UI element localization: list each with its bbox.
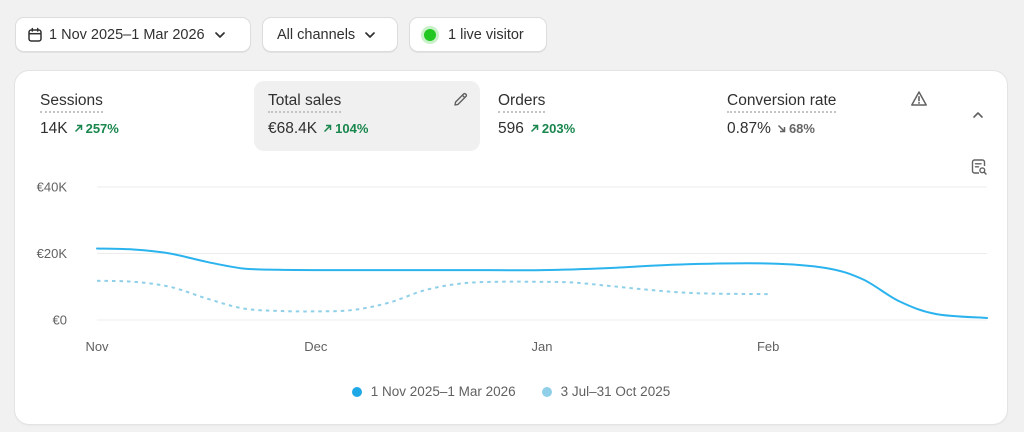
- chevron-down-icon: [214, 31, 225, 38]
- live-visitor-button[interactable]: 1 live visitor: [409, 17, 547, 52]
- metric-value: 14K: [40, 120, 68, 137]
- metric-change-value: 203%: [541, 121, 576, 136]
- total-sales-chart: €0 €20K €40K Nov Dec Jan Feb: [37, 180, 988, 354]
- series-line-previous: [96, 279, 769, 313]
- metric-orders[interactable]: Orders 596 203%: [484, 81, 709, 151]
- x-tick-label: Feb: [757, 339, 779, 354]
- live-visitor-label: 1 live visitor: [448, 26, 524, 43]
- date-range-label: 1 Nov 2025–1 Mar 2026: [49, 26, 205, 43]
- y-tick-label: €0: [53, 313, 67, 328]
- chevron-up-icon[interactable]: [969, 106, 987, 124]
- metric-value: 596: [498, 120, 524, 137]
- analytics-card: Sessions 14K 257% Total sales €68.4K 104…: [15, 71, 1007, 424]
- x-tick-label: Jan: [532, 339, 553, 354]
- legend-item-previous: 3 Jul–31 Oct 2025: [541, 384, 671, 399]
- metric-change: 257%: [74, 121, 119, 136]
- channels-label: All channels: [277, 26, 356, 43]
- legend-label: 3 Jul–31 Oct 2025: [560, 384, 671, 399]
- metric-total-sales[interactable]: Total sales €68.4K 104%: [254, 81, 480, 151]
- metric-change-value: 257%: [85, 121, 119, 136]
- metric-change-value: 104%: [335, 121, 369, 136]
- series-line-current: [96, 247, 988, 319]
- legend-label: 1 Nov 2025–1 Mar 2026: [370, 384, 516, 399]
- metric-value: 0.87%: [727, 120, 771, 137]
- metric-change: 203%: [530, 121, 575, 136]
- date-range-picker[interactable]: 1 Nov 2025–1 Mar 2026: [15, 17, 251, 52]
- chart-legend: 1 Nov 2025–1 Mar 2026 3 Jul–31 Oct 2025: [15, 384, 1007, 399]
- arrow-up-right-icon: [324, 124, 332, 133]
- chevron-down-icon: [365, 31, 376, 38]
- y-tick-label: €20K: [37, 246, 68, 261]
- metric-label: Sessions: [40, 92, 103, 113]
- pencil-icon[interactable]: [450, 89, 470, 109]
- metric-label: Orders: [498, 92, 546, 113]
- x-tick-label: Nov: [85, 339, 109, 354]
- y-tick-label: €40K: [37, 180, 68, 195]
- filter-bar: 1 Nov 2025–1 Mar 2026 All channels 1 liv…: [15, 17, 547, 52]
- legend-dot-current: [351, 386, 362, 397]
- metric-sessions[interactable]: Sessions 14K 257%: [26, 81, 251, 151]
- channels-dropdown[interactable]: All channels: [262, 17, 398, 52]
- warning-icon[interactable]: [909, 89, 929, 109]
- metric-label: Conversion rate: [727, 92, 837, 113]
- arrow-down-right-icon: [777, 124, 786, 133]
- calendar-icon: [28, 27, 42, 42]
- x-tick-label: Dec: [304, 339, 328, 354]
- live-status-dot: [424, 28, 436, 41]
- legend-dot-previous: [541, 386, 552, 397]
- arrow-up-right-icon: [74, 124, 82, 133]
- chart-search-icon[interactable]: [969, 157, 989, 177]
- metric-change: 68%: [777, 121, 815, 136]
- metric-change-value: 68%: [788, 121, 815, 136]
- metric-conversion-rate[interactable]: Conversion rate 0.87% 68%: [713, 81, 939, 151]
- metric-change: 104%: [323, 121, 368, 136]
- legend-item-current: 1 Nov 2025–1 Mar 2026: [351, 384, 516, 399]
- arrow-up-right-icon: [530, 124, 539, 133]
- metric-value: €68.4K: [268, 120, 318, 137]
- metric-label: Total sales: [268, 92, 342, 113]
